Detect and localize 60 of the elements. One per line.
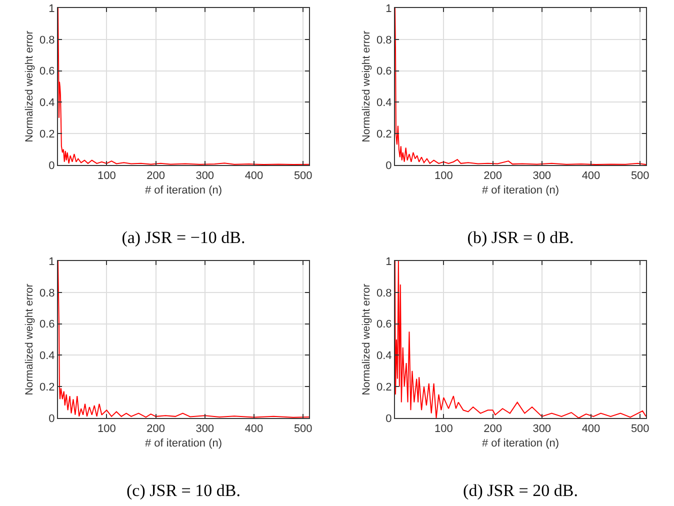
y-tick-label: 1 [48, 2, 55, 15]
y-tick-label: 1 [386, 256, 392, 268]
x-tick-label: 200 [146, 423, 165, 436]
x-axis-title: # of iteration (n) [144, 437, 222, 450]
x-axis-title: # of iteration (n) [482, 437, 560, 450]
x-tick-label: 400 [582, 423, 600, 436]
x-tick-label: 500 [294, 423, 312, 436]
x-tick-label: 200 [146, 170, 165, 182]
y-tick-label: 0.4 [376, 350, 392, 362]
y-tick-label: 0.8 [40, 34, 55, 46]
x-axis-title: # of iteration (n) [482, 184, 560, 196]
line-series [395, 261, 646, 418]
x-tick-label: 100 [97, 170, 116, 182]
y-tick-label: 0.2 [40, 128, 55, 140]
y-tick-label: 0.8 [376, 34, 392, 46]
y-tick-label: 0.4 [40, 350, 55, 362]
y-axis-title: Normalized weight error [23, 30, 36, 142]
y-axis-title: Normalized weight error [360, 283, 372, 396]
x-tick-label: 300 [532, 423, 552, 436]
y-tick-label: 1 [48, 256, 55, 268]
y-tick-label: 0 [386, 160, 392, 172]
x-tick-label: 300 [532, 170, 552, 182]
y-tick-label: 0.6 [40, 66, 55, 78]
x-tick-label: 100 [434, 170, 453, 182]
y-tick-label: 0.2 [40, 381, 55, 394]
y-tick-label: 0.8 [376, 287, 392, 300]
x-tick-label: 400 [582, 170, 600, 182]
line-series [58, 261, 309, 418]
x-tick-label: 500 [630, 423, 650, 436]
y-tick-label: 0.4 [40, 97, 55, 110]
x-tick-label: 400 [244, 423, 264, 436]
x-tick-label: 300 [196, 423, 214, 436]
y-tick-label: 0.8 [40, 287, 55, 300]
y-tick-label: 0 [386, 412, 392, 425]
y-axis-title: Normalized weight error [23, 283, 36, 396]
y-tick-label: 0.6 [376, 318, 392, 331]
x-tick-label: 300 [196, 170, 214, 182]
y-tick-label: 0.2 [376, 128, 392, 140]
text: (d) JSR = 20 dB. [463, 480, 578, 500]
text: (a) JSR = −10 dB. [122, 228, 246, 247]
y-tick-label: 0 [48, 412, 55, 425]
y-tick-label: 0.6 [40, 318, 55, 331]
x-tick-label: 100 [97, 423, 116, 436]
text: (c) JSR = 10 dB. [126, 480, 240, 500]
text: (b) JSR = 0 dB. [467, 228, 574, 247]
y-axis-title: Normalized weight error [360, 30, 372, 142]
x-axis-title: # of iteration (n) [144, 184, 222, 196]
y-tick-label: 0 [48, 160, 55, 172]
x-tick-label: 200 [484, 423, 502, 436]
y-tick-label: 0.6 [376, 66, 392, 78]
y-tick-label: 1 [386, 2, 392, 15]
line-series [395, 8, 646, 165]
x-tick-label: 100 [434, 423, 453, 436]
x-tick-label: 400 [244, 170, 264, 182]
y-tick-label: 0.4 [376, 97, 392, 110]
x-tick-label: 500 [630, 170, 650, 182]
x-tick-label: 200 [484, 170, 502, 182]
line-series [58, 8, 309, 165]
x-tick-label: 500 [294, 170, 312, 182]
y-tick-label: 0.2 [376, 381, 392, 394]
